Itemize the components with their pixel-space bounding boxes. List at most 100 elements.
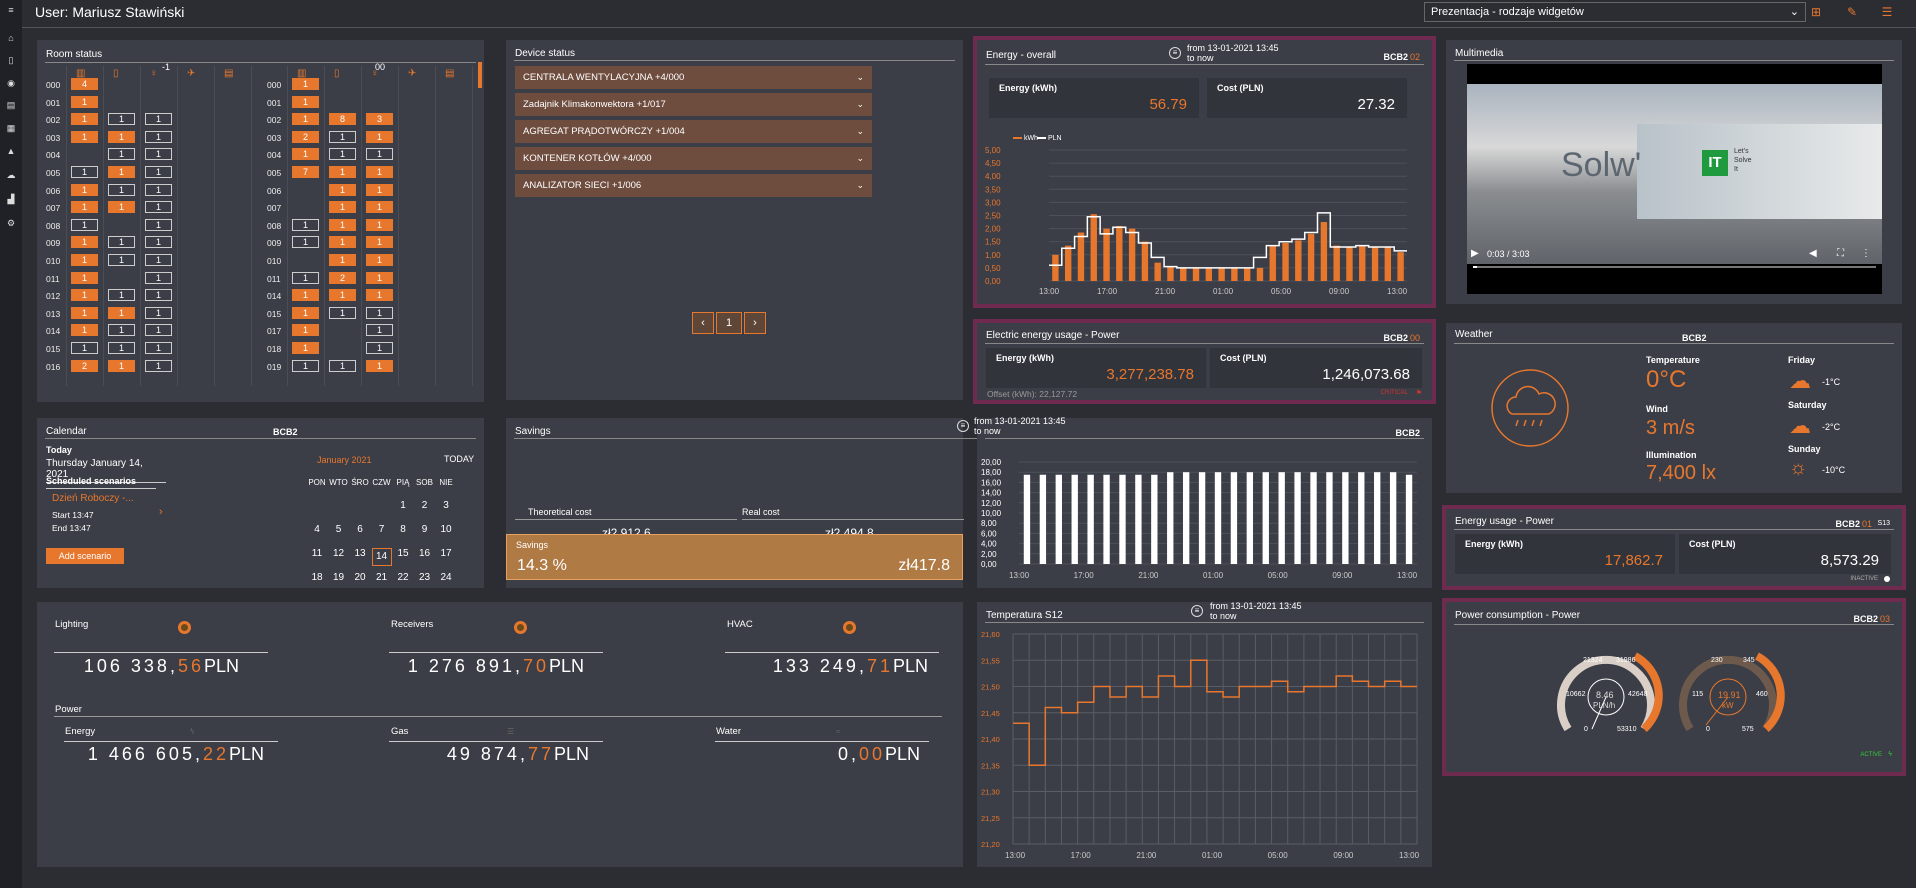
room-cell[interactable]: 7: [292, 166, 319, 178]
calendar-day[interactable]: 18: [311, 572, 323, 583]
room-cell[interactable]: 1: [145, 306, 172, 319]
room-cell[interactable]: 1: [366, 218, 393, 231]
room-cell[interactable]: 1: [145, 271, 172, 284]
room-cell[interactable]: 1: [71, 166, 98, 178]
device-item[interactable]: CENTRALA WENTYLACYJNA +4/000 ⌄: [515, 66, 872, 89]
room-cell[interactable]: 1: [292, 78, 319, 90]
calendar-day[interactable]: 13: [354, 548, 366, 559]
room-cell[interactable]: 1: [366, 271, 393, 284]
room-cell[interactable]: 1: [145, 254, 172, 266]
settings-icon[interactable]: ⚙: [6, 218, 16, 228]
room-cell[interactable]: 1: [71, 306, 98, 319]
room-cell[interactable]: 1: [71, 271, 98, 284]
calendar-icon[interactable]: ▦: [6, 123, 16, 133]
calendar-day[interactable]: 1: [400, 500, 406, 511]
room-cell[interactable]: 1: [145, 289, 172, 302]
room-cell[interactable]: 1: [71, 342, 98, 354]
room-cell[interactable]: 1: [71, 183, 98, 196]
cloud-icon[interactable]: ☁: [6, 170, 16, 180]
room-cell[interactable]: 1: [71, 324, 98, 337]
calendar-day[interactable]: 23: [418, 572, 431, 583]
room-cell[interactable]: 1: [292, 342, 319, 354]
room-cell[interactable]: 1: [329, 289, 356, 302]
room-cell[interactable]: 1: [366, 183, 393, 196]
room-cell[interactable]: 1: [71, 95, 98, 108]
fullscreen-icon[interactable]: ⛶: [1837, 248, 1844, 259]
room-cell[interactable]: 1: [366, 236, 393, 249]
calendar-day[interactable]: 20: [354, 572, 366, 583]
room-cell[interactable]: 2: [329, 271, 356, 284]
page-number[interactable]: 1: [716, 312, 742, 334]
calendar-day[interactable]: 8: [400, 524, 406, 535]
calendar-day[interactable]: 14: [371, 548, 392, 566]
room-cell[interactable]: 1: [145, 130, 172, 143]
room-cell[interactable]: 1: [108, 183, 135, 196]
room-cell[interactable]: 2: [292, 130, 319, 143]
room-cell[interactable]: 1: [108, 342, 135, 354]
room-cell[interactable]: 1: [292, 359, 319, 372]
room-cell[interactable]: 1: [366, 289, 393, 302]
prev-page-button[interactable]: ‹: [692, 312, 714, 334]
home-icon[interactable]: ⌂: [8, 33, 14, 43]
room-cell[interactable]: 1: [366, 254, 393, 266]
calendar-day[interactable]: 19: [332, 572, 345, 583]
range-icon[interactable]: ≡: [1191, 605, 1203, 617]
room-cell[interactable]: 1: [71, 236, 98, 249]
room-cell[interactable]: 4: [71, 78, 98, 90]
room-cell[interactable]: 1: [292, 324, 319, 337]
device-item[interactable]: ANALIZATOR SIECI +1/006 ⌄: [515, 174, 872, 197]
room-cell[interactable]: 1: [108, 306, 135, 319]
room-cell[interactable]: 1: [71, 254, 98, 266]
room-cell[interactable]: 3: [366, 113, 393, 126]
next-page-button[interactable]: ›: [744, 312, 766, 334]
calendar-day[interactable]: 4: [314, 524, 320, 535]
calendar-day[interactable]: 2: [421, 500, 428, 511]
room-cell[interactable]: 1: [366, 359, 393, 372]
room-cell[interactable]: 1: [71, 201, 98, 214]
room-cell[interactable]: 1: [366, 324, 393, 337]
edit-icon[interactable]: ✎: [1846, 5, 1858, 19]
calendar-day[interactable]: 22: [397, 572, 409, 583]
calendar-day[interactable]: 16: [418, 548, 431, 559]
room-cell[interactable]: 1: [108, 148, 135, 161]
bell-icon[interactable]: ▲: [6, 146, 16, 156]
range-icon[interactable]: ≡: [957, 420, 969, 432]
video-progress[interactable]: [1473, 266, 1876, 268]
room-cell[interactable]: 1: [292, 271, 319, 284]
calendar-day[interactable]: 6: [357, 524, 363, 535]
volume-icon[interactable]: ◀: [1809, 248, 1817, 259]
room-cell[interactable]: 1: [145, 359, 172, 372]
room-cell[interactable]: 1: [71, 289, 98, 302]
add-widget-icon[interactable]: ⊞: [1810, 5, 1822, 19]
scrollbar[interactable]: [478, 62, 482, 88]
room-cell[interactable]: 1: [108, 166, 135, 178]
presentation-select[interactable]: Prezentacja - rodzaje widgetów ⌄: [1424, 2, 1806, 22]
room-cell[interactable]: 1: [329, 236, 356, 249]
menu-icon[interactable]: ≡: [8, 5, 14, 15]
room-cell[interactable]: 1: [329, 254, 356, 266]
calendar-day[interactable]: 21: [375, 572, 388, 583]
room-cell[interactable]: 1: [329, 148, 356, 161]
device-item[interactable]: Zadajnik Klimakonwektora +1/017 ⌄: [515, 93, 872, 116]
add-scenario-button[interactable]: Add scenario: [46, 548, 124, 564]
calendar-day[interactable]: 15: [397, 548, 409, 559]
room-cell[interactable]: 1: [329, 130, 356, 143]
device-item[interactable]: KONTENER KOTŁÓW +4/000 ⌄: [515, 147, 872, 170]
room-cell[interactable]: 1: [329, 183, 356, 196]
room-cell[interactable]: 1: [145, 183, 172, 196]
room-cell[interactable]: 8: [329, 113, 356, 126]
room-cell[interactable]: 1: [366, 201, 393, 214]
room-cell[interactable]: 1: [366, 306, 393, 319]
room-cell[interactable]: 1: [329, 306, 356, 319]
range-icon[interactable]: ≡: [1169, 47, 1181, 59]
room-cell[interactable]: 1: [108, 289, 135, 302]
room-cell[interactable]: 1: [292, 289, 319, 302]
calendar-day[interactable]: 17: [440, 548, 452, 559]
room-cell[interactable]: 1: [292, 306, 319, 319]
calendar-day[interactable]: 12: [332, 548, 345, 559]
room-cell[interactable]: 1: [108, 359, 135, 372]
calendar-day[interactable]: 3: [443, 500, 449, 511]
calendar-day[interactable]: 7: [378, 524, 385, 535]
room-cell[interactable]: 1: [145, 342, 172, 354]
room-cell[interactable]: 1: [108, 113, 135, 126]
